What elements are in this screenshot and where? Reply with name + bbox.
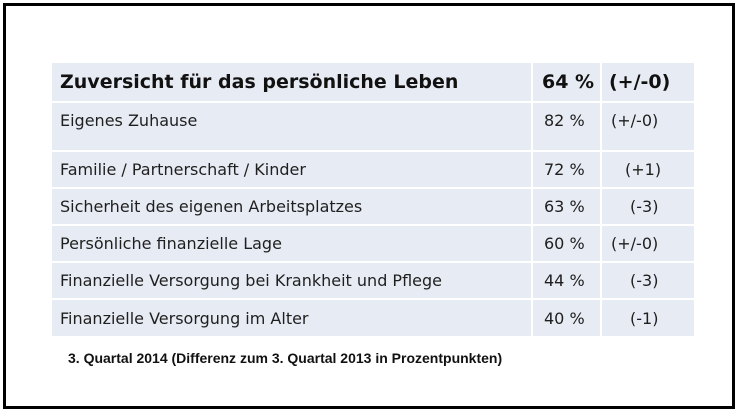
row-label: Persönliche finanzielle Lage: [60, 234, 282, 253]
column-separator: [531, 189, 533, 224]
row-value: 63 %: [544, 197, 585, 216]
column-separator: [531, 63, 533, 101]
column-separator: [600, 152, 602, 187]
row-diff: (-1): [630, 308, 659, 328]
column-separator: [600, 189, 602, 224]
row-diff: (-3): [630, 271, 659, 290]
header-diff: (+/-0): [609, 71, 671, 93]
row-separator: [52, 224, 694, 226]
row-label: Finanzielle Versorgung bei Krankheit und…: [60, 271, 442, 290]
table-row: Finanzielle Versorgung bei Krankheit und…: [52, 263, 694, 298]
row-label: Eigenes Zuhause: [60, 111, 198, 130]
column-separator: [531, 263, 533, 298]
column-separator: [600, 103, 602, 150]
table-row: Persönliche finanzielle Lage 60 % (+/-0): [52, 226, 694, 261]
row-diff: (+1): [625, 160, 662, 179]
column-separator: [531, 226, 533, 261]
footer-note: 3. Quartal 2014 (Differenz zum 3. Quarta…: [68, 350, 503, 366]
column-separator: [600, 263, 602, 298]
row-value: 72 %: [544, 160, 585, 179]
row-separator: [52, 261, 694, 263]
column-separator: [531, 300, 533, 336]
row-diff: (+/-0): [611, 111, 659, 130]
row-diff: (+/-0): [611, 234, 659, 253]
row-diff: (-3): [630, 197, 659, 216]
row-label: Finanzielle Versorgung im Alter: [60, 308, 309, 328]
row-separator: [52, 298, 694, 300]
row-separator: [52, 101, 694, 103]
column-separator: [531, 152, 533, 187]
column-separator: [600, 226, 602, 261]
row-value: 60 %: [544, 234, 585, 253]
row-label: Sicherheit des eigenen Arbeitsplatzes: [60, 197, 363, 216]
slide-frame: Zuversicht für das persönliche Leben 64 …: [3, 3, 735, 409]
table-row: Sicherheit des eigenen Arbeitsplatzes 63…: [52, 189, 694, 224]
header-value: 64 %: [542, 71, 595, 93]
header-label: Zuversicht für das persönliche Leben: [60, 71, 459, 93]
table-row: Familie / Partnerschaft / Kinder 72 % (+…: [52, 152, 694, 187]
row-value: 40 %: [544, 308, 585, 328]
column-separator: [600, 300, 602, 336]
row-separator: [52, 187, 694, 189]
table-row: Eigenes Zuhause 82 % (+/-0): [52, 103, 694, 150]
column-separator: [600, 63, 602, 101]
column-separator: [531, 103, 533, 150]
table-header-row: Zuversicht für das persönliche Leben 64 …: [52, 63, 694, 101]
row-value: 44 %: [544, 271, 585, 290]
row-value: 82 %: [544, 111, 585, 130]
row-label: Familie / Partnerschaft / Kinder: [60, 160, 306, 179]
row-separator: [52, 150, 694, 152]
table-row: Finanzielle Versorgung im Alter 40 % (-1…: [52, 300, 694, 336]
